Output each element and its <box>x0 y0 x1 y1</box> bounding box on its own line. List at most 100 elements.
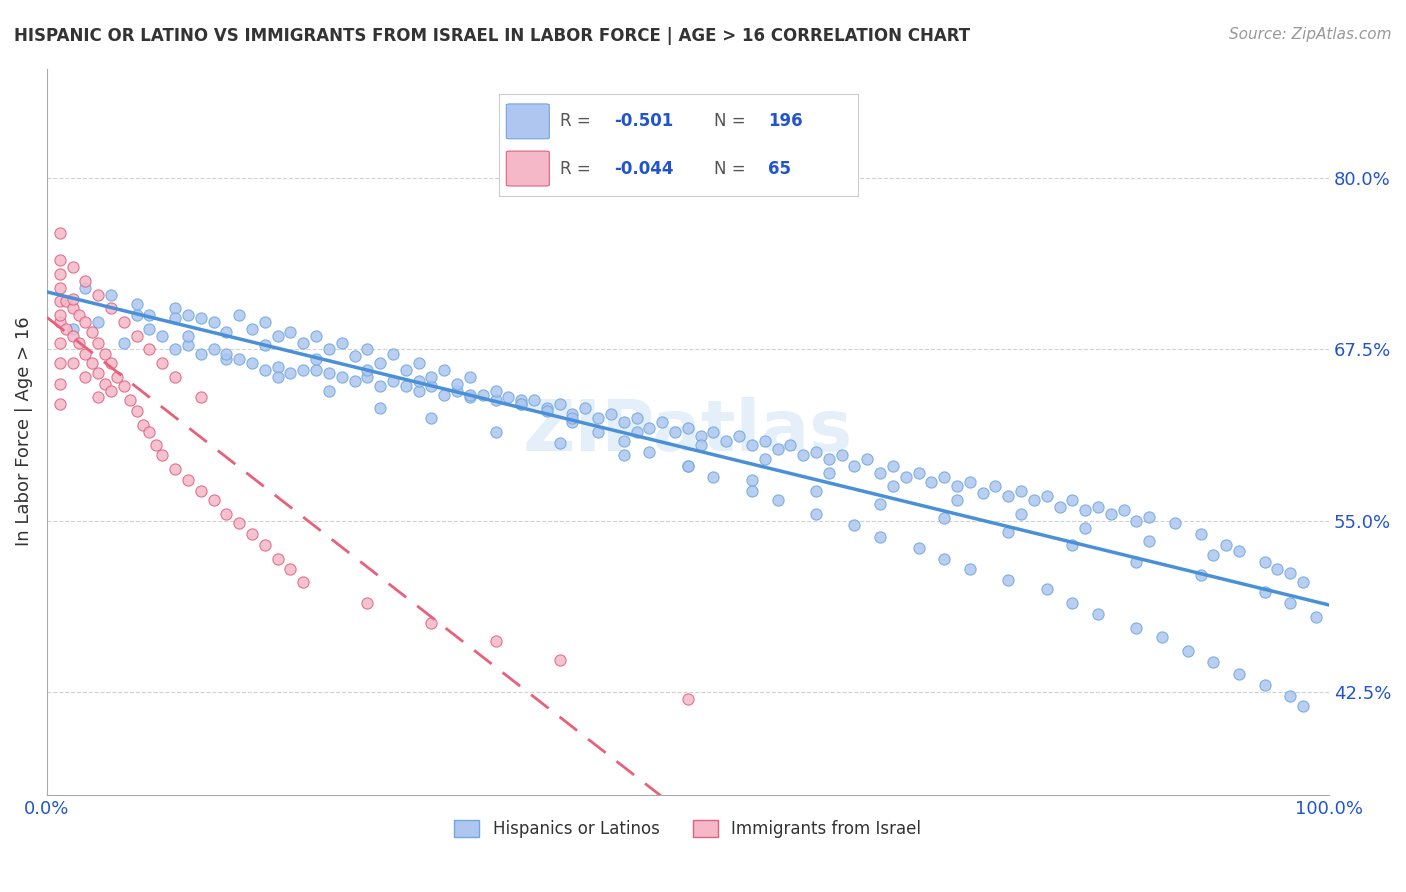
Point <box>280 325 302 339</box>
Point <box>1292 575 1315 590</box>
Point <box>946 479 969 493</box>
FancyBboxPatch shape <box>506 151 550 186</box>
Point <box>1215 538 1237 552</box>
Point <box>240 356 263 370</box>
Y-axis label: In Labor Force | Age > 16: In Labor Force | Age > 16 <box>15 317 32 547</box>
Point <box>177 473 200 487</box>
Point <box>138 425 160 439</box>
Point <box>48 267 70 281</box>
FancyBboxPatch shape <box>506 104 550 139</box>
Point <box>368 401 391 416</box>
Point <box>1022 493 1045 508</box>
Text: Source: ZipAtlas.com: Source: ZipAtlas.com <box>1229 27 1392 42</box>
Point <box>318 366 340 380</box>
Point <box>1049 500 1071 514</box>
Point <box>202 315 225 329</box>
Point <box>1279 689 1302 703</box>
Point <box>1202 548 1225 562</box>
Point <box>305 351 328 366</box>
Point <box>626 425 648 439</box>
Point <box>356 369 378 384</box>
Point <box>138 322 160 336</box>
Point <box>67 308 90 322</box>
Point <box>87 335 110 350</box>
Point <box>330 335 353 350</box>
Point <box>882 479 904 493</box>
Point <box>80 325 103 339</box>
Point <box>48 308 70 322</box>
Point <box>215 346 238 360</box>
Point <box>523 393 546 408</box>
Point <box>48 376 70 391</box>
Point <box>1125 621 1147 635</box>
Text: R =: R = <box>560 112 591 130</box>
Point <box>510 397 533 411</box>
Point <box>292 335 315 350</box>
Point <box>420 369 443 384</box>
Point <box>1087 500 1109 514</box>
Point <box>177 308 200 322</box>
Point <box>510 397 533 411</box>
Point <box>1292 698 1315 713</box>
Point <box>741 473 763 487</box>
Text: HISPANIC OR LATINO VS IMMIGRANTS FROM ISRAEL IN LABOR FORCE | AGE > 16 CORRELATI: HISPANIC OR LATINO VS IMMIGRANTS FROM IS… <box>14 27 970 45</box>
Point <box>689 438 711 452</box>
Point <box>651 415 673 429</box>
Point <box>536 401 558 416</box>
Point <box>420 411 443 425</box>
Point <box>253 363 276 377</box>
Point <box>48 335 70 350</box>
Point <box>266 369 288 384</box>
Point <box>1227 544 1250 558</box>
Point <box>1152 630 1174 644</box>
Point <box>292 363 315 377</box>
Point <box>62 260 84 275</box>
Point <box>165 461 187 475</box>
Point <box>741 438 763 452</box>
Point <box>55 322 77 336</box>
Point <box>946 493 969 508</box>
Point <box>548 397 571 411</box>
Point <box>1010 507 1032 521</box>
Point <box>498 390 520 404</box>
Point <box>1087 607 1109 621</box>
Point <box>80 356 103 370</box>
Point <box>702 425 724 439</box>
Point <box>165 343 187 357</box>
Point <box>676 458 699 473</box>
Point <box>1099 507 1122 521</box>
Point <box>433 387 456 401</box>
Point <box>62 328 84 343</box>
Point <box>190 310 212 325</box>
Point <box>869 497 891 511</box>
Point <box>48 294 70 309</box>
Point <box>240 322 263 336</box>
Point <box>132 417 155 432</box>
Point <box>1062 538 1084 552</box>
Point <box>856 452 879 467</box>
Point <box>125 404 148 418</box>
Point <box>125 328 148 343</box>
Point <box>87 390 110 404</box>
Point <box>266 552 288 566</box>
Point <box>1279 596 1302 610</box>
Point <box>1062 596 1084 610</box>
Point <box>446 376 468 391</box>
Point <box>1125 555 1147 569</box>
Point <box>997 573 1019 587</box>
Point <box>48 356 70 370</box>
Point <box>586 425 609 439</box>
Point <box>253 338 276 352</box>
Point <box>138 308 160 322</box>
Point <box>190 390 212 404</box>
Point <box>1189 568 1212 582</box>
Point <box>831 448 853 462</box>
Point <box>458 369 481 384</box>
Point <box>676 420 699 434</box>
Point <box>869 466 891 480</box>
Point <box>408 356 430 370</box>
Point <box>548 653 571 667</box>
Point <box>817 452 839 467</box>
Point <box>190 346 212 360</box>
Point <box>343 349 366 363</box>
